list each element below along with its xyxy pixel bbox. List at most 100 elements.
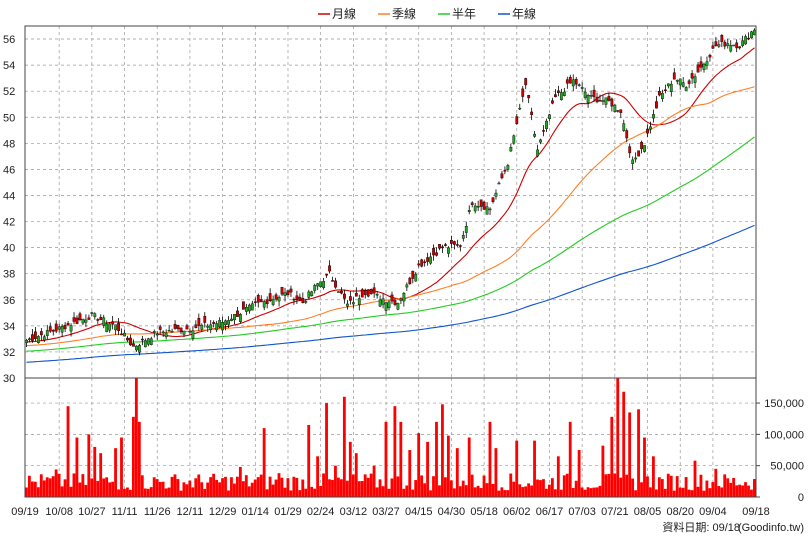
candle-body (140, 338, 144, 341)
candle-body (592, 89, 596, 98)
candle-body (387, 301, 391, 309)
candle-body (551, 100, 554, 104)
candle-body (690, 73, 694, 79)
volume-bar (503, 490, 507, 497)
volume-bar (592, 487, 596, 497)
candle-body (613, 104, 617, 112)
volume-bar (643, 437, 646, 497)
volume-bar (651, 456, 655, 497)
candle-body (738, 46, 742, 49)
volume-bar (265, 489, 269, 497)
volume-bar (36, 487, 40, 497)
volume-bar (666, 473, 670, 497)
candle-body (167, 330, 171, 332)
volume-bar (669, 475, 673, 497)
candle-body (200, 324, 204, 330)
candle-body (518, 107, 522, 110)
volume-bar (637, 409, 640, 497)
candle-body (203, 315, 207, 323)
candle-body (164, 332, 168, 338)
volume-bar (310, 486, 314, 497)
candle-body (206, 325, 210, 328)
candle-body (699, 61, 703, 68)
volume-bar (241, 481, 245, 497)
candle-body (693, 76, 697, 83)
candle-body (123, 332, 126, 337)
candle-body (42, 336, 46, 341)
candle-body (512, 135, 516, 144)
volume-bar (307, 424, 311, 497)
price-tick-label: 54 (3, 60, 15, 72)
candle-body (669, 83, 673, 92)
volume-bar (417, 433, 421, 497)
candle-body (161, 331, 165, 334)
volume-bar (99, 453, 103, 497)
candle-body (239, 313, 242, 322)
volume-bar (194, 478, 198, 497)
volume-bar (191, 487, 195, 497)
volume-bar (420, 475, 424, 497)
volume-bar (60, 486, 64, 497)
candle-body (292, 298, 296, 301)
volume-bar (57, 473, 61, 497)
volume-bar (675, 476, 679, 497)
volume-bar (360, 481, 364, 497)
volume-bar (313, 488, 317, 497)
volume-bar (512, 481, 516, 497)
volume-bar (455, 448, 459, 497)
volume-bar (354, 453, 358, 497)
volume-bar (571, 487, 575, 497)
x-tick-label: 09/04 (699, 506, 727, 518)
volume-bar (604, 474, 608, 497)
volume-bar (357, 481, 361, 497)
candle-body (45, 330, 49, 336)
volume-bar (690, 490, 694, 497)
volume-bar (497, 490, 501, 497)
volume-bar (738, 484, 741, 497)
candle-body (363, 290, 367, 295)
candle-body (589, 95, 593, 97)
volume-bar (253, 479, 257, 497)
candle-body (637, 150, 641, 157)
volume-bar (230, 477, 233, 497)
volume-bar (63, 479, 67, 497)
volume-bar (506, 490, 510, 497)
volume-bar (235, 476, 239, 497)
candle-body (129, 337, 132, 346)
candle-body (631, 159, 635, 164)
volume-bar (473, 487, 477, 497)
volume-bar (402, 488, 406, 497)
candle-body (539, 139, 542, 143)
volume-bar (325, 403, 328, 497)
legend-label-1: 季線 (392, 6, 416, 21)
candle-body (340, 290, 343, 294)
volume-bar (173, 474, 177, 497)
volume-bar (530, 485, 533, 497)
candle-body (87, 317, 91, 320)
candle-body (399, 298, 403, 301)
candle-body (289, 288, 293, 293)
candle-body (384, 302, 388, 311)
volume-bar (212, 473, 216, 497)
volume-bar (646, 476, 649, 497)
volume-bar (616, 378, 620, 497)
candle-body (334, 280, 337, 288)
candle-body (378, 299, 382, 307)
candle-body (444, 244, 447, 246)
ma-line-240 (26, 224, 755, 363)
volume-bar (747, 485, 750, 497)
x-tick-label: 04/30 (438, 506, 466, 518)
volume-bar (227, 490, 230, 497)
candle-body (215, 323, 219, 331)
candle-body (114, 324, 118, 331)
volume-bar (414, 480, 418, 497)
candlesticks (25, 28, 756, 356)
volume-bar (536, 479, 539, 497)
volume-bar (87, 434, 91, 497)
volume-bar (518, 484, 522, 497)
volume-bar (384, 421, 388, 497)
volume-bar (129, 489, 132, 497)
candle-body (527, 94, 531, 99)
x-tick-label: 01/29 (274, 506, 302, 518)
volume-bar (429, 490, 432, 497)
